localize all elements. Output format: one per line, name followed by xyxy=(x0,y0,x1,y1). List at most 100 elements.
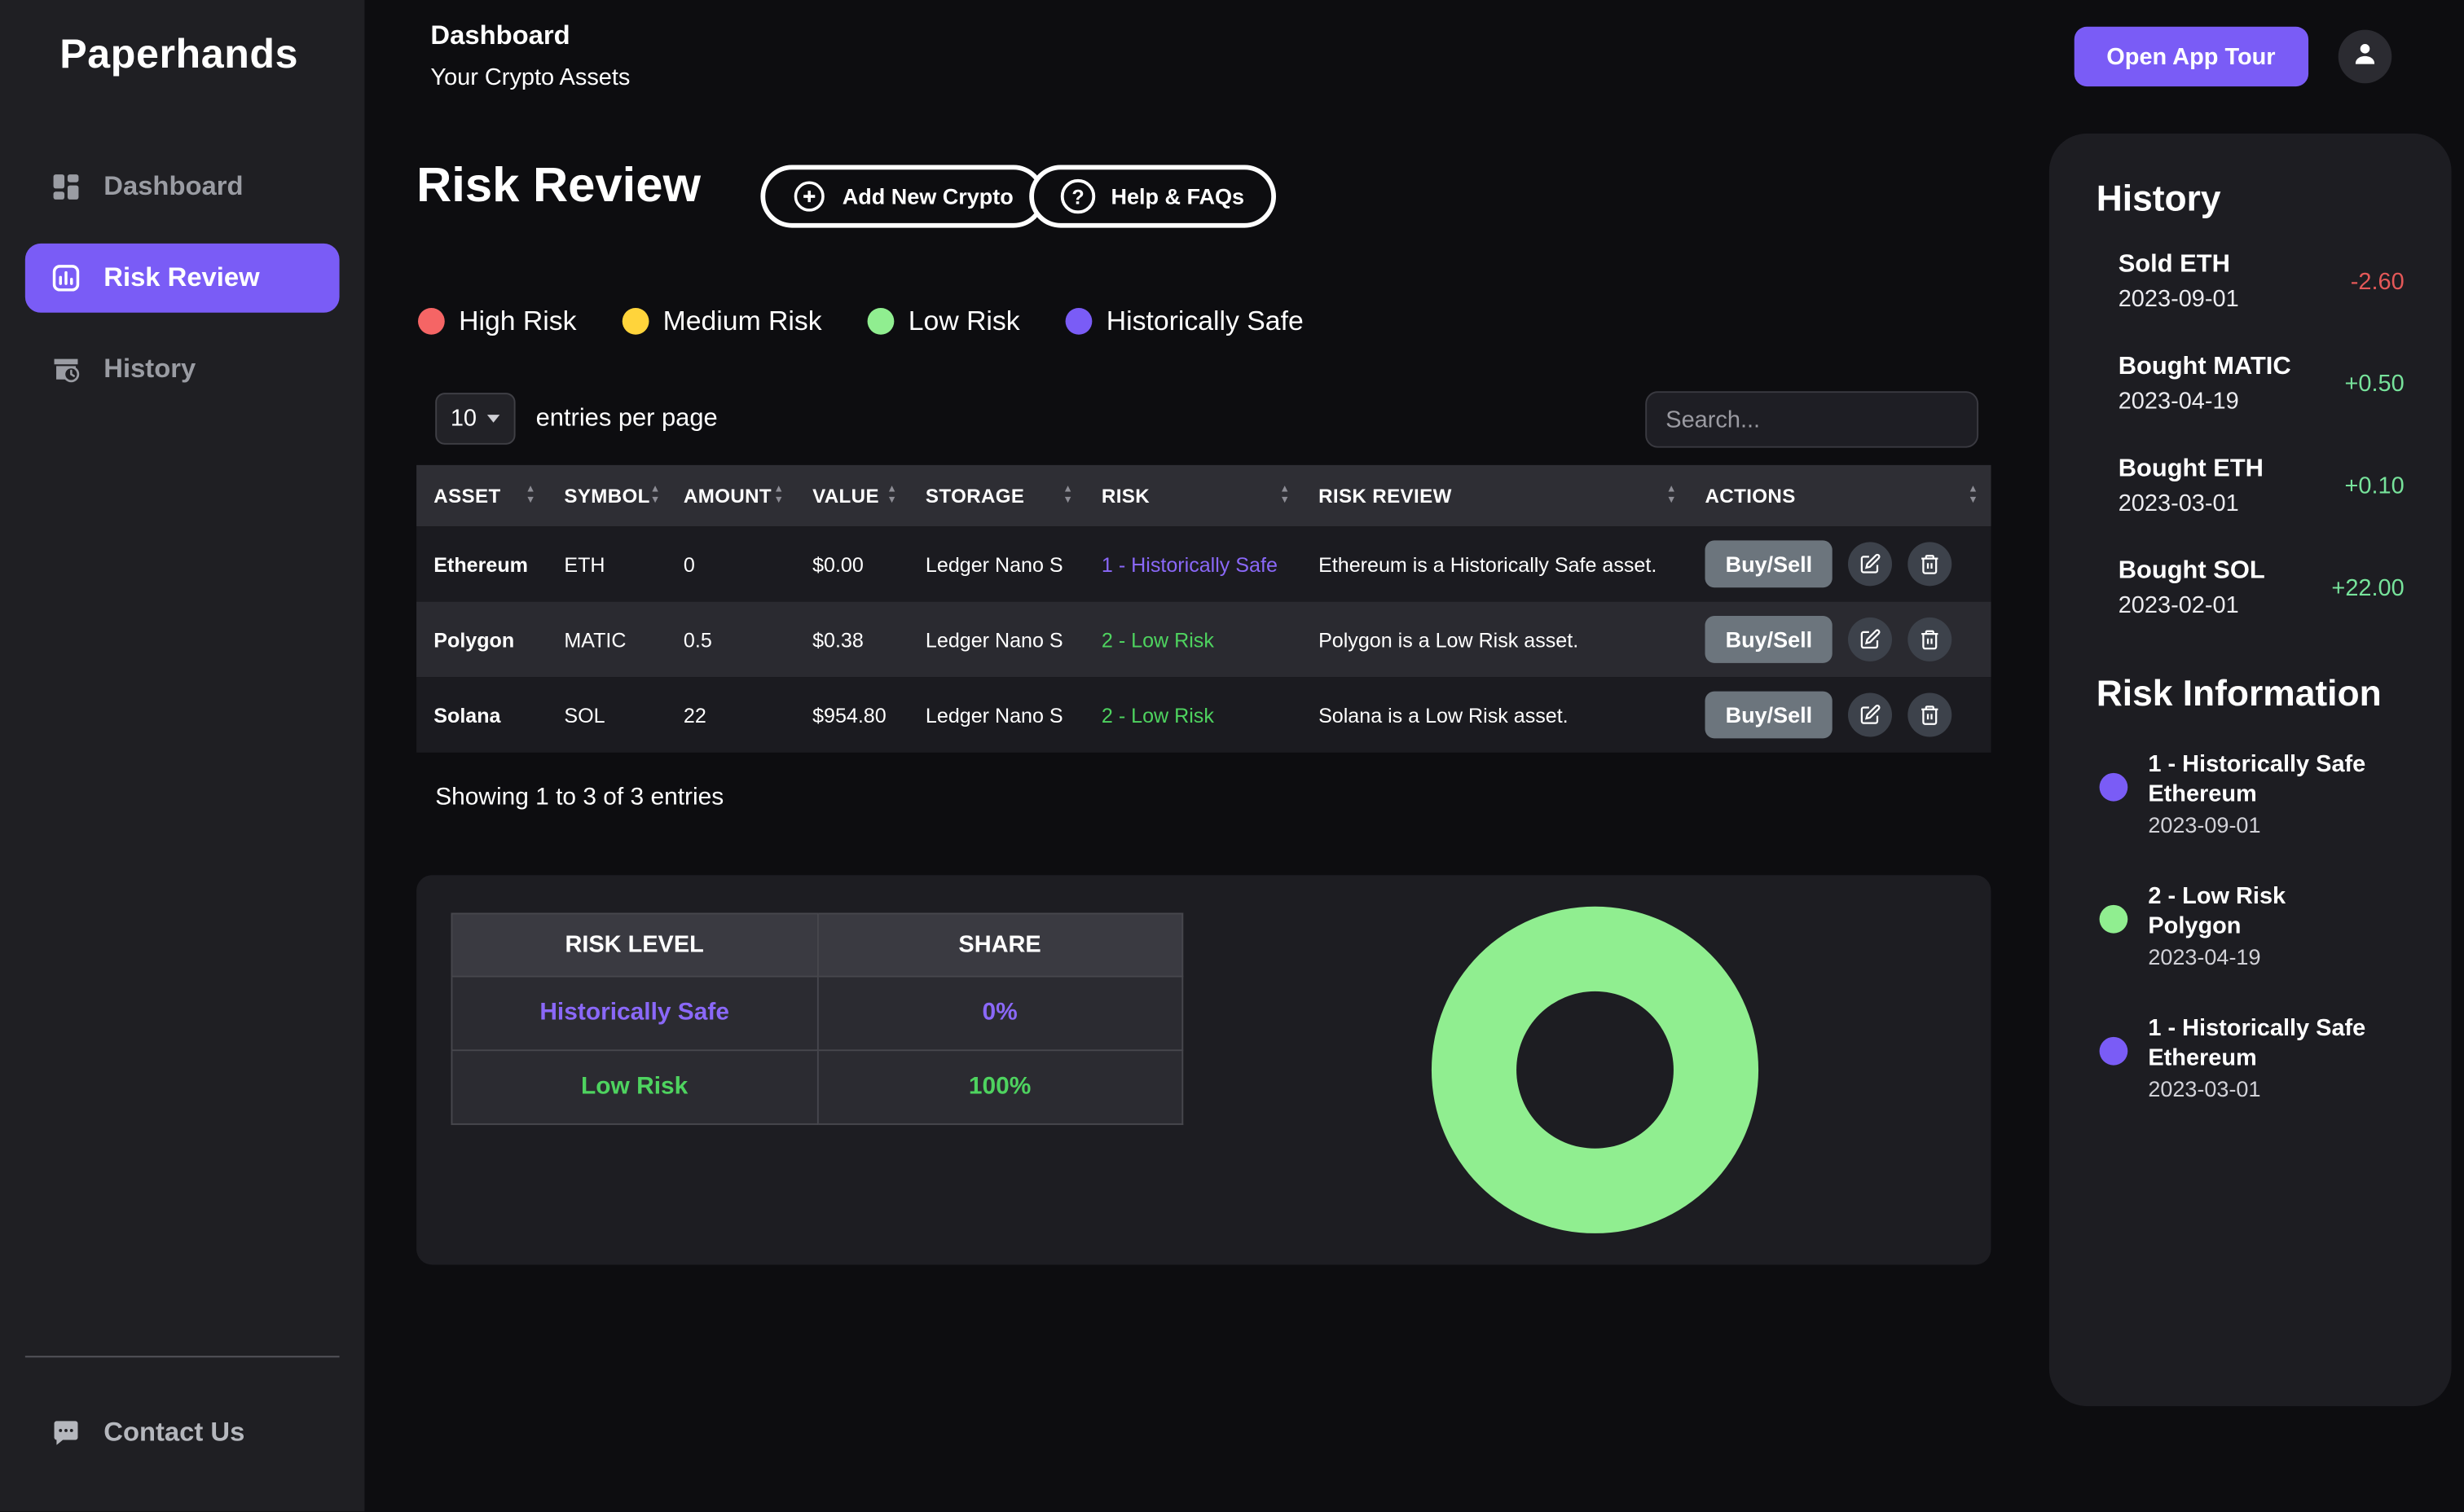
cell-storage: Ledger Nano S xyxy=(925,703,1063,727)
edit-button[interactable] xyxy=(1848,692,1893,737)
cell-actions: Buy/Sell xyxy=(1689,691,1991,739)
contact-us-button[interactable]: Contact Us xyxy=(25,1398,340,1467)
buy-sell-button[interactable]: Buy/Sell xyxy=(1705,540,1833,588)
risk-info-date: 2023-09-01 xyxy=(2148,812,2261,837)
column-header-value[interactable]: VALUE ▲ ▼ xyxy=(797,465,910,526)
cell-actions: Buy/Sell xyxy=(1689,615,1991,663)
table-row: Ethereum ETH 0 $0.00 Ledger Nano S 1 - H… xyxy=(416,526,1991,602)
edit-button[interactable] xyxy=(1848,617,1893,662)
help-faqs-button[interactable]: ? Help & FAQs xyxy=(1029,165,1276,228)
history-action: Bought ETH xyxy=(2118,455,2264,483)
cell-asset: Ethereum xyxy=(433,552,528,576)
share-table-row: Low Risk 100% xyxy=(451,1049,1184,1125)
cell-value: $954.80 xyxy=(812,703,887,727)
share-table-row: Historically Safe 0% xyxy=(451,975,1184,1052)
avatar[interactable] xyxy=(2338,29,2392,84)
history-action: Bought MATIC xyxy=(2118,353,2291,380)
cell-risk: 2 - Low Risk xyxy=(1101,627,1214,652)
sort-icon: ▲ ▼ xyxy=(773,483,785,506)
cell-risk: 1 - Historically Safe xyxy=(1101,552,1278,576)
high-risk-dot-icon xyxy=(417,307,445,335)
history-date: 2023-04-19 xyxy=(2118,388,2239,415)
showing-entries-text: Showing 1 to 3 of 3 entries xyxy=(435,784,724,811)
risk-info-text: 1 - Historically Safe Ethereum 2023-09-0… xyxy=(2148,749,2365,841)
buy-sell-button[interactable]: Buy/Sell xyxy=(1705,615,1833,663)
risk-info-text: 1 - Historically Safe Ethereum 2023-03-0… xyxy=(2148,1013,2365,1105)
cell-amount: 0.5 xyxy=(683,627,712,652)
risk-info-asset: Ethereum xyxy=(2148,1044,2257,1072)
history-entry: Bought ETH 2023-03-01 +0.10 xyxy=(2097,455,2405,516)
history-entry: Sold ETH 2023-09-01 -2.60 xyxy=(2097,252,2405,313)
history-clock-icon xyxy=(51,354,82,385)
page-subtitle: Your Crypto Assets xyxy=(430,64,631,91)
cell-symbol: ETH xyxy=(564,552,605,576)
column-header-storage[interactable]: STORAGE ▲ ▼ xyxy=(910,465,1086,526)
column-header-label: ASSET xyxy=(433,484,501,507)
share-header-share: SHARE xyxy=(816,912,1184,978)
cell-risk-review: Polygon is a Low Risk asset. xyxy=(1318,627,1579,652)
risk-information-title: Risk Information xyxy=(2096,672,2382,714)
plus-circle-icon xyxy=(792,179,826,213)
legend-label: Low Risk xyxy=(908,305,1020,336)
add-new-crypto-button[interactable]: Add New Crypto xyxy=(760,165,1045,228)
brand-logo: Paperhands xyxy=(59,29,299,77)
medium-risk-dot-icon xyxy=(622,307,649,335)
topbar-actions: Open App Tour xyxy=(2073,26,2392,87)
cell-storage: Ledger Nano S xyxy=(925,552,1063,576)
chat-bubble-icon xyxy=(51,1418,82,1449)
risk-info-level: 1 - Historically Safe xyxy=(2148,750,2366,778)
column-header-label: RISK REVIEW xyxy=(1318,484,1452,507)
sidebar-item-history[interactable]: History xyxy=(25,335,340,404)
share-level: Historically Safe xyxy=(451,975,818,1052)
risk-info-level: 1 - Historically Safe xyxy=(2148,1014,2366,1042)
contact-us-label: Contact Us xyxy=(103,1417,245,1448)
column-header-risk[interactable]: RISK ▲ ▼ xyxy=(1086,465,1303,526)
legend-item-high-risk: High Risk xyxy=(417,305,577,337)
column-header-amount[interactable]: AMOUNT ▲ ▼ xyxy=(668,465,797,526)
risk-legend: High Risk Medium Risk Low Risk Historica… xyxy=(417,305,1304,337)
sort-icon: ▲ ▼ xyxy=(1665,483,1677,506)
history-date: 2023-03-01 xyxy=(2118,490,2239,517)
column-header-label: ACTIONS xyxy=(1705,484,1796,507)
sidebar-divider xyxy=(24,1356,340,1358)
sidebar-item-risk-review[interactable]: Risk Review xyxy=(24,243,340,313)
trash-icon xyxy=(1919,553,1941,575)
risk-info-entry: 1 - Historically Safe Ethereum 2023-09-0… xyxy=(2097,749,2405,841)
history-entry: Bought SOL 2023-02-01 +22.00 xyxy=(2097,558,2405,619)
share-header-risk-level: RISK LEVEL xyxy=(451,912,818,978)
history-entry-text: Bought ETH 2023-03-01 xyxy=(2119,455,2264,516)
pencil-icon xyxy=(1859,704,1881,726)
help-faqs-label: Help & FAQs xyxy=(1111,183,1245,209)
sidebar-item-label: Dashboard xyxy=(103,171,244,201)
search-input[interactable] xyxy=(1645,391,1979,448)
historically-safe-dot-icon xyxy=(2099,772,2128,802)
sidebar-nav: Dashboard Risk Review History xyxy=(0,152,364,426)
column-header-actions[interactable]: ACTIONS ▲ ▼ xyxy=(1689,465,1991,526)
sidebar-item-dashboard[interactable]: Dashboard xyxy=(25,152,340,222)
cell-asset: Polygon xyxy=(433,627,515,652)
column-header-asset[interactable]: ASSET ▲ ▼ xyxy=(416,465,548,526)
low-risk-dot-icon xyxy=(867,307,895,335)
history-entry-text: Sold ETH 2023-09-01 xyxy=(2119,252,2239,313)
delete-button[interactable] xyxy=(1907,692,1952,737)
delete-button[interactable] xyxy=(1907,617,1952,662)
risk-share-panel: RISK LEVEL SHARE Historically Safe 0% Lo… xyxy=(416,875,1991,1265)
column-header-symbol[interactable]: SYMBOL ▲ ▼ xyxy=(548,465,668,526)
risk-info-level: 2 - Low Risk xyxy=(2148,882,2286,910)
risk-info-entry: 1 - Historically Safe Ethereum 2023-03-0… xyxy=(2097,1013,2405,1105)
open-app-tour-button[interactable]: Open App Tour xyxy=(2073,26,2309,87)
topbar: Dashboard Your Crypto Assets Open App To… xyxy=(364,0,2464,113)
cell-storage: Ledger Nano S xyxy=(925,627,1063,652)
column-header-risk-review[interactable]: RISK REVIEW ▲ ▼ xyxy=(1303,465,1689,526)
buy-sell-button[interactable]: Buy/Sell xyxy=(1705,691,1833,739)
cell-risk-review: Solana is a Low Risk asset. xyxy=(1318,703,1569,727)
cell-risk: 2 - Low Risk xyxy=(1101,703,1214,727)
edit-button[interactable] xyxy=(1848,542,1893,587)
legend-item-historically-safe: Historically Safe xyxy=(1065,305,1304,337)
entries-per-page-select[interactable]: 10 xyxy=(435,393,516,445)
trash-icon xyxy=(1919,704,1941,726)
dashboard-grid-icon xyxy=(51,171,82,203)
risk-info-asset: Polygon xyxy=(2148,912,2242,940)
delete-button[interactable] xyxy=(1907,542,1952,587)
sort-icon: ▲ ▼ xyxy=(887,483,898,506)
